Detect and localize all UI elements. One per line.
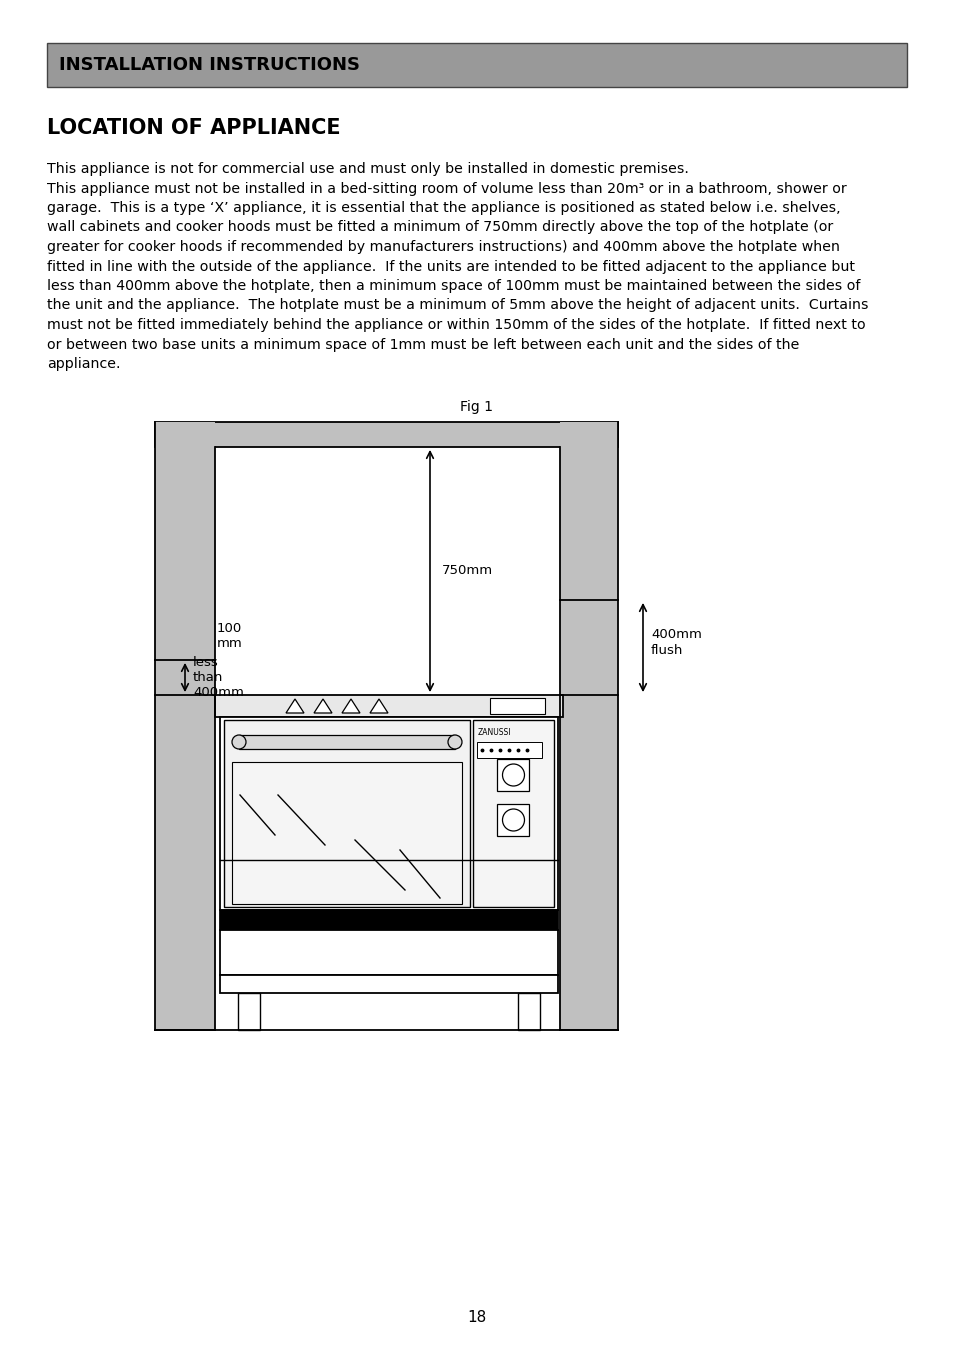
- Text: fitted in line with the outside of the appliance.  If the units are intended to : fitted in line with the outside of the a…: [47, 259, 854, 273]
- Bar: [497, 759, 529, 790]
- Bar: [220, 975, 558, 993]
- Text: the unit and the appliance.  The hotplate must be a minimum of 5mm above the hei: the unit and the appliance. The hotplate…: [47, 299, 867, 312]
- Text: Fig 1: Fig 1: [460, 400, 493, 413]
- Bar: [220, 911, 558, 929]
- Bar: [473, 720, 554, 907]
- Text: 18: 18: [467, 1310, 486, 1325]
- Circle shape: [232, 735, 246, 748]
- Text: must not be fitted immediately behind the appliance or within 150mm of the sides: must not be fitted immediately behind th…: [47, 317, 864, 332]
- Text: less than 400mm above the hotplate, then a minimum space of 100mm must be mainta: less than 400mm above the hotplate, then…: [47, 280, 860, 293]
- Bar: [154, 422, 214, 661]
- Text: less
than
400mm: less than 400mm: [193, 657, 244, 698]
- Bar: [220, 929, 558, 975]
- Bar: [517, 993, 539, 1029]
- Bar: [490, 698, 544, 713]
- Text: LOCATION OF APPLIANCE: LOCATION OF APPLIANCE: [47, 118, 340, 138]
- Text: This appliance is not for commercial use and must only be installed in domestic : This appliance is not for commercial use…: [47, 162, 688, 176]
- Text: garage.  This is a type ‘X’ appliance, it is essential that the appliance is pos: garage. This is a type ‘X’ appliance, it…: [47, 201, 840, 215]
- Polygon shape: [314, 698, 332, 713]
- Bar: [220, 717, 558, 911]
- Bar: [154, 661, 214, 1029]
- Bar: [497, 804, 529, 836]
- Text: 100
mm: 100 mm: [216, 621, 242, 650]
- Text: ZANUSSI: ZANUSSI: [477, 728, 511, 738]
- Polygon shape: [370, 698, 388, 713]
- Bar: [476, 742, 541, 758]
- Text: appliance.: appliance.: [47, 357, 120, 372]
- Text: wall cabinets and cooker hoods must be fitted a minimum of 750mm directly above : wall cabinets and cooker hoods must be f…: [47, 220, 832, 235]
- Bar: [47, 43, 906, 86]
- Circle shape: [448, 735, 461, 748]
- Bar: [559, 422, 618, 600]
- Text: INSTALLATION INSTRUCTIONS: INSTALLATION INSTRUCTIONS: [59, 55, 359, 74]
- Bar: [214, 694, 562, 717]
- Text: 750mm: 750mm: [441, 565, 493, 577]
- Text: This appliance must not be installed in a bed-sitting room of volume less than 2: This appliance must not be installed in …: [47, 181, 846, 196]
- Bar: [224, 720, 470, 907]
- Circle shape: [502, 809, 524, 831]
- Bar: [232, 762, 461, 904]
- Text: or between two base units a minimum space of 1mm must be left between each unit : or between two base units a minimum spac…: [47, 338, 799, 351]
- Polygon shape: [286, 698, 304, 713]
- Polygon shape: [341, 698, 359, 713]
- Circle shape: [502, 765, 524, 786]
- Bar: [237, 993, 260, 1029]
- Text: greater for cooker hoods if recommended by manufacturers instructions) and 400mm: greater for cooker hoods if recommended …: [47, 240, 840, 254]
- Text: 400mm
flush: 400mm flush: [650, 628, 701, 657]
- Bar: [239, 735, 455, 748]
- Bar: [154, 422, 618, 447]
- Bar: [559, 600, 618, 1029]
